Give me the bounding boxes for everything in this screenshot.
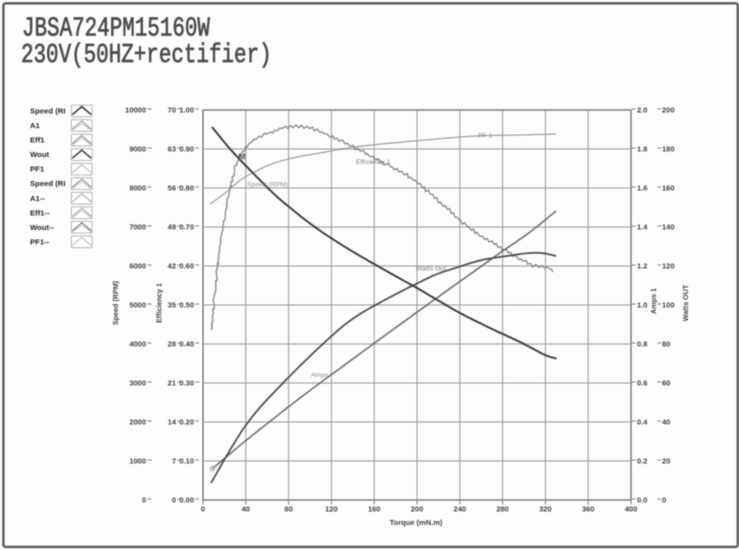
svg-text:0: 0 xyxy=(662,496,666,505)
svg-text:100: 100 xyxy=(662,301,675,310)
svg-text:0: 0 xyxy=(201,505,205,514)
svg-text:0.60: 0.60 xyxy=(179,262,194,271)
svg-text:1.0: 1.0 xyxy=(637,301,647,310)
svg-text:0: 0 xyxy=(142,496,146,505)
svg-text:40: 40 xyxy=(242,505,250,514)
svg-text:PF1: PF1 xyxy=(30,165,45,174)
svg-text:40: 40 xyxy=(662,418,670,427)
svg-text:Torque (mN.m): Torque (mN.m) xyxy=(390,518,443,527)
svg-text:0.4: 0.4 xyxy=(637,418,648,427)
svg-text:0.20: 0.20 xyxy=(179,418,194,427)
svg-text:200: 200 xyxy=(411,505,424,514)
svg-text:56: 56 xyxy=(168,184,176,193)
svg-text:21: 21 xyxy=(168,379,176,388)
svg-text:230V(50HZ+rectifier): 230V(50HZ+rectifier) xyxy=(21,41,272,71)
svg-text:1.6: 1.6 xyxy=(637,184,647,193)
svg-text:28: 28 xyxy=(168,340,176,349)
svg-text:JBSA724PM15160W: JBSA724PM15160W xyxy=(22,14,210,44)
svg-text:80: 80 xyxy=(662,340,670,349)
svg-text:PF1--: PF1-- xyxy=(30,237,50,246)
svg-text:1.00: 1.00 xyxy=(179,106,194,115)
svg-text:M: M xyxy=(239,152,246,162)
svg-text:9000: 9000 xyxy=(129,145,146,154)
svg-text:3000: 3000 xyxy=(129,379,146,388)
svg-text:160: 160 xyxy=(368,505,381,514)
svg-text:2.0: 2.0 xyxy=(637,106,647,115)
svg-text:Amps 1: Amps 1 xyxy=(649,288,658,314)
svg-text:120: 120 xyxy=(662,262,675,271)
svg-text:200: 200 xyxy=(662,106,675,115)
svg-text:63: 63 xyxy=(168,145,176,154)
svg-text:0.8: 0.8 xyxy=(637,340,647,349)
svg-text:A1--: A1-- xyxy=(30,194,45,203)
svg-text:6000: 6000 xyxy=(129,262,146,271)
svg-text:0.6: 0.6 xyxy=(637,379,647,388)
svg-text:0.80: 0.80 xyxy=(179,184,194,193)
svg-text:Watts Out: Watts Out xyxy=(416,266,446,273)
svg-text:Speed (RI: Speed (RI xyxy=(30,107,65,116)
svg-text:7000: 7000 xyxy=(129,223,146,232)
svg-text:Wout--: Wout-- xyxy=(30,223,55,232)
svg-text:Speed (RPM): Speed (RPM) xyxy=(247,182,288,189)
svg-text:Watts OUT: Watts OUT xyxy=(681,284,690,321)
svg-text:0.00: 0.00 xyxy=(179,496,194,505)
svg-text:Eff1: Eff1 xyxy=(30,136,45,145)
svg-text:1.2: 1.2 xyxy=(637,262,647,271)
svg-text:0.0: 0.0 xyxy=(637,496,647,505)
svg-text:PF 1: PF 1 xyxy=(478,133,493,140)
svg-text:42: 42 xyxy=(168,262,176,271)
svg-text:Speed (RI: Speed (RI xyxy=(30,179,65,188)
svg-text:1.4: 1.4 xyxy=(637,223,648,232)
svg-text:320: 320 xyxy=(539,505,552,514)
svg-text:1.8: 1.8 xyxy=(637,145,647,154)
svg-text:Speed (RPM): Speed (RPM) xyxy=(111,280,120,325)
svg-text:5000: 5000 xyxy=(129,301,146,310)
svg-text:180: 180 xyxy=(662,145,675,154)
svg-text:10000: 10000 xyxy=(125,106,146,115)
svg-text:0.2: 0.2 xyxy=(637,457,647,466)
svg-text:70: 70 xyxy=(168,106,176,115)
svg-text:7: 7 xyxy=(172,457,176,466)
svg-text:60: 60 xyxy=(662,379,670,388)
svg-text:Efficiency 1: Efficiency 1 xyxy=(155,283,164,323)
svg-text:400: 400 xyxy=(625,505,638,514)
svg-text:140: 140 xyxy=(662,223,675,232)
svg-text:280: 280 xyxy=(496,505,509,514)
svg-text:0.40: 0.40 xyxy=(179,340,194,349)
svg-text:Wout: Wout xyxy=(30,150,50,159)
svg-text:Efficiency 1: Efficiency 1 xyxy=(356,159,391,166)
svg-text:Amps: Amps xyxy=(311,372,329,379)
svg-text:360: 360 xyxy=(582,505,595,514)
svg-text:20: 20 xyxy=(662,457,670,466)
svg-text:2000: 2000 xyxy=(129,418,146,427)
svg-text:35: 35 xyxy=(168,301,176,310)
svg-text:0.70: 0.70 xyxy=(179,223,194,232)
svg-text:0.10: 0.10 xyxy=(179,457,194,466)
svg-text:A1: A1 xyxy=(30,121,41,130)
svg-text:Eff1--: Eff1-- xyxy=(30,208,50,217)
svg-text:14: 14 xyxy=(168,418,177,427)
svg-text:0.50: 0.50 xyxy=(179,301,194,310)
svg-text:240: 240 xyxy=(454,505,467,514)
svg-text:8000: 8000 xyxy=(129,184,146,193)
svg-text:49: 49 xyxy=(168,223,176,232)
svg-text:1000: 1000 xyxy=(129,457,146,466)
svg-text:0.30: 0.30 xyxy=(179,379,194,388)
svg-text:0.90: 0.90 xyxy=(179,145,194,154)
svg-text:160: 160 xyxy=(662,184,675,193)
svg-text:80: 80 xyxy=(284,505,292,514)
svg-text:4000: 4000 xyxy=(129,340,146,349)
svg-text:120: 120 xyxy=(325,505,338,514)
svg-text:0: 0 xyxy=(172,496,176,505)
